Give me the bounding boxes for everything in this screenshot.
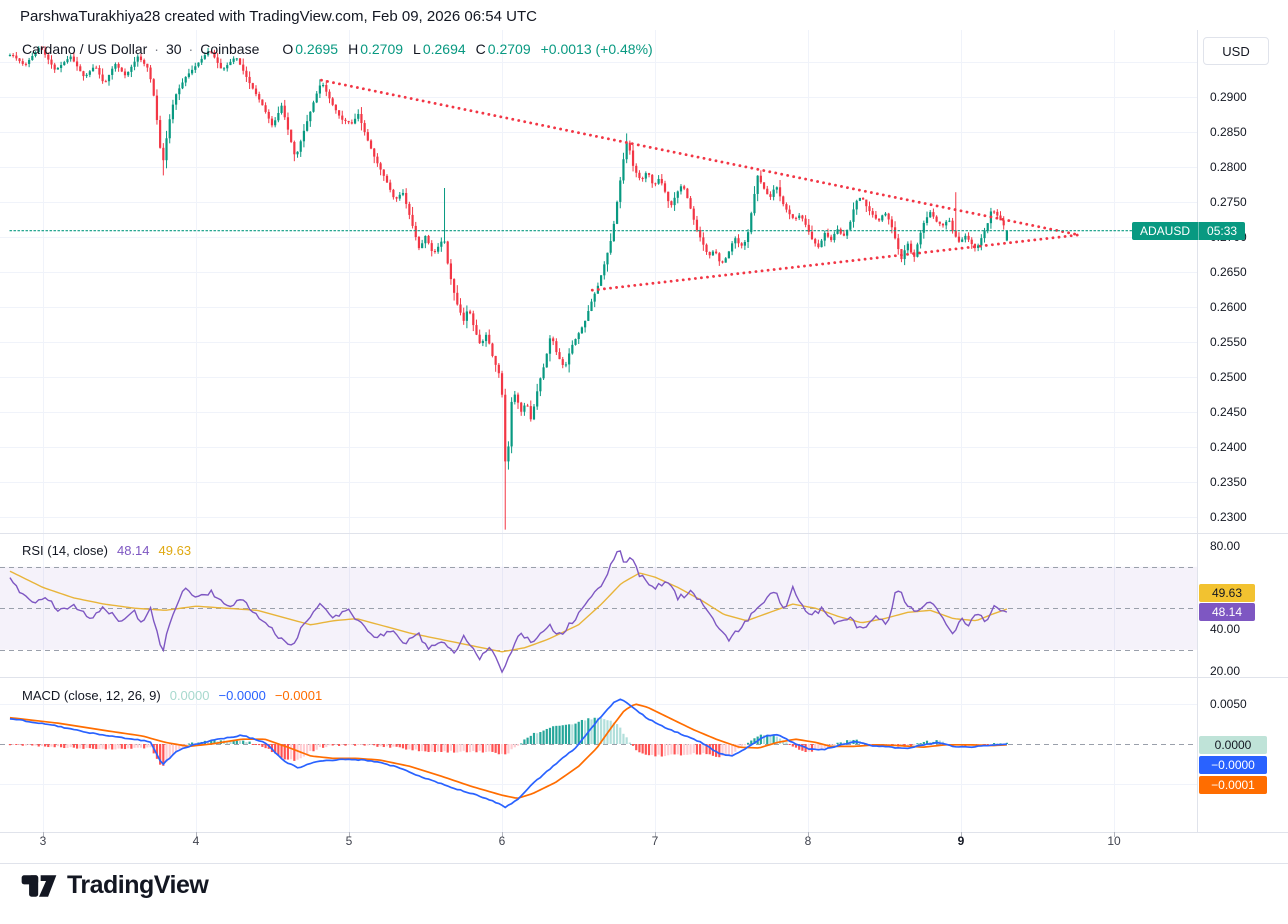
time-axis-label: 6 (498, 834, 506, 848)
price-axis-label: 0.2600 (1210, 300, 1247, 314)
tradingview-footer[interactable]: TradingView (20, 871, 209, 900)
macd-hist-badge: 0.0000 (1199, 736, 1267, 754)
price-axis-label: 0.2750 (1210, 195, 1247, 209)
macd-label[interactable]: MACD (close, 12, 26, 9) (22, 688, 161, 703)
badge-symbol-label: ADAUSD (1140, 224, 1191, 238)
price-axis-label: 0.2900 (1210, 90, 1247, 104)
bar-countdown-timer: 05:33 (1207, 224, 1238, 238)
legend-separator: · (154, 41, 159, 57)
rsi-axis-label: 40.00 (1210, 622, 1241, 636)
close-value: 0.2709 (487, 41, 531, 57)
low-letter: L (413, 41, 421, 57)
high-letter: H (348, 41, 359, 57)
price-axis-label: 0.2400 (1210, 440, 1247, 454)
time-axis-label: 10 (1107, 834, 1121, 848)
rsi-label[interactable]: RSI (14, close) (22, 543, 108, 558)
currency-toggle-button[interactable]: USD (1203, 37, 1269, 65)
price-axis-label: 0.2300 (1210, 510, 1247, 524)
time-axis-label: 9 (957, 834, 965, 848)
macd-line-value: −0.0000 (218, 688, 266, 703)
macd-hist-value: 0.0000 (169, 688, 210, 703)
legend-separator: · (188, 41, 194, 57)
rsi-value-badge: 48.14 (1199, 603, 1255, 621)
badge-divider (1198, 222, 1200, 240)
time-axis-label: 7 (651, 834, 659, 848)
symbol-title[interactable]: Cardano / US Dollar (22, 41, 148, 57)
change-value: +0.0013 (+0.48%) (540, 41, 653, 57)
time-axis-label: 8 (804, 834, 812, 848)
exchange-label[interactable]: Coinbase (200, 41, 260, 57)
price-axis-label: 0.2850 (1210, 125, 1247, 139)
price-axis-label: 0.2450 (1210, 405, 1247, 419)
rsi-legend[interactable]: RSI (14, close) 48.14 49.63 (22, 543, 191, 558)
close-letter: C (475, 41, 486, 57)
rsi-ma-value: 49.63 (158, 543, 192, 558)
rsi-axis-label: 80.00 (1210, 539, 1241, 553)
rsi-axis-label: 20.00 (1210, 663, 1241, 678)
macd-signal-value: −0.0001 (274, 688, 323, 703)
tradingview-wordmark: TradingView (67, 871, 209, 899)
time-axis-label: 4 (192, 834, 200, 848)
price-axis-label: 0.2500 (1210, 370, 1247, 384)
macd-line-badge: −0.0000 (1199, 756, 1267, 774)
price-axis-label: 0.2350 (1210, 475, 1247, 489)
rsi-value: 48.14 (116, 543, 150, 558)
symbol-legend[interactable]: Cardano / US Dollar · 30 · Coinbase O 0.2… (22, 41, 653, 57)
ohlc-values: O 0.2695 H 0.2709 L 0.2694 C 0.2709 +0.0013 … (274, 41, 652, 57)
price-axis-label: 0.2650 (1210, 265, 1247, 279)
current-price-badge: ADAUSD 05:33 (1132, 222, 1246, 240)
rsi-ma-value-badge: 49.63 (1199, 584, 1255, 602)
time-axis-label: 3 (39, 834, 47, 848)
macd-signal-badge: −0.0001 (1199, 776, 1267, 794)
time-axis-label: 5 (345, 834, 353, 848)
attribution-header: ParshwaTurakhiya28 created with TradingV… (20, 8, 537, 25)
low-value: 0.2694 (422, 41, 466, 57)
open-value: 0.2695 (295, 41, 339, 57)
interval-label[interactable]: 30 (165, 41, 182, 57)
macd-axis-label: 0.0050 (1210, 697, 1247, 711)
high-value: 0.2709 (360, 41, 404, 57)
price-axis-label: 0.2800 (1210, 160, 1247, 174)
open-letter: O (282, 41, 294, 57)
tradingview-logo-icon (21, 874, 57, 897)
price-axis-label: 0.2550 (1210, 335, 1247, 349)
macd-legend[interactable]: MACD (close, 12, 26, 9) 0.0000 −0.0000 −… (22, 688, 322, 703)
